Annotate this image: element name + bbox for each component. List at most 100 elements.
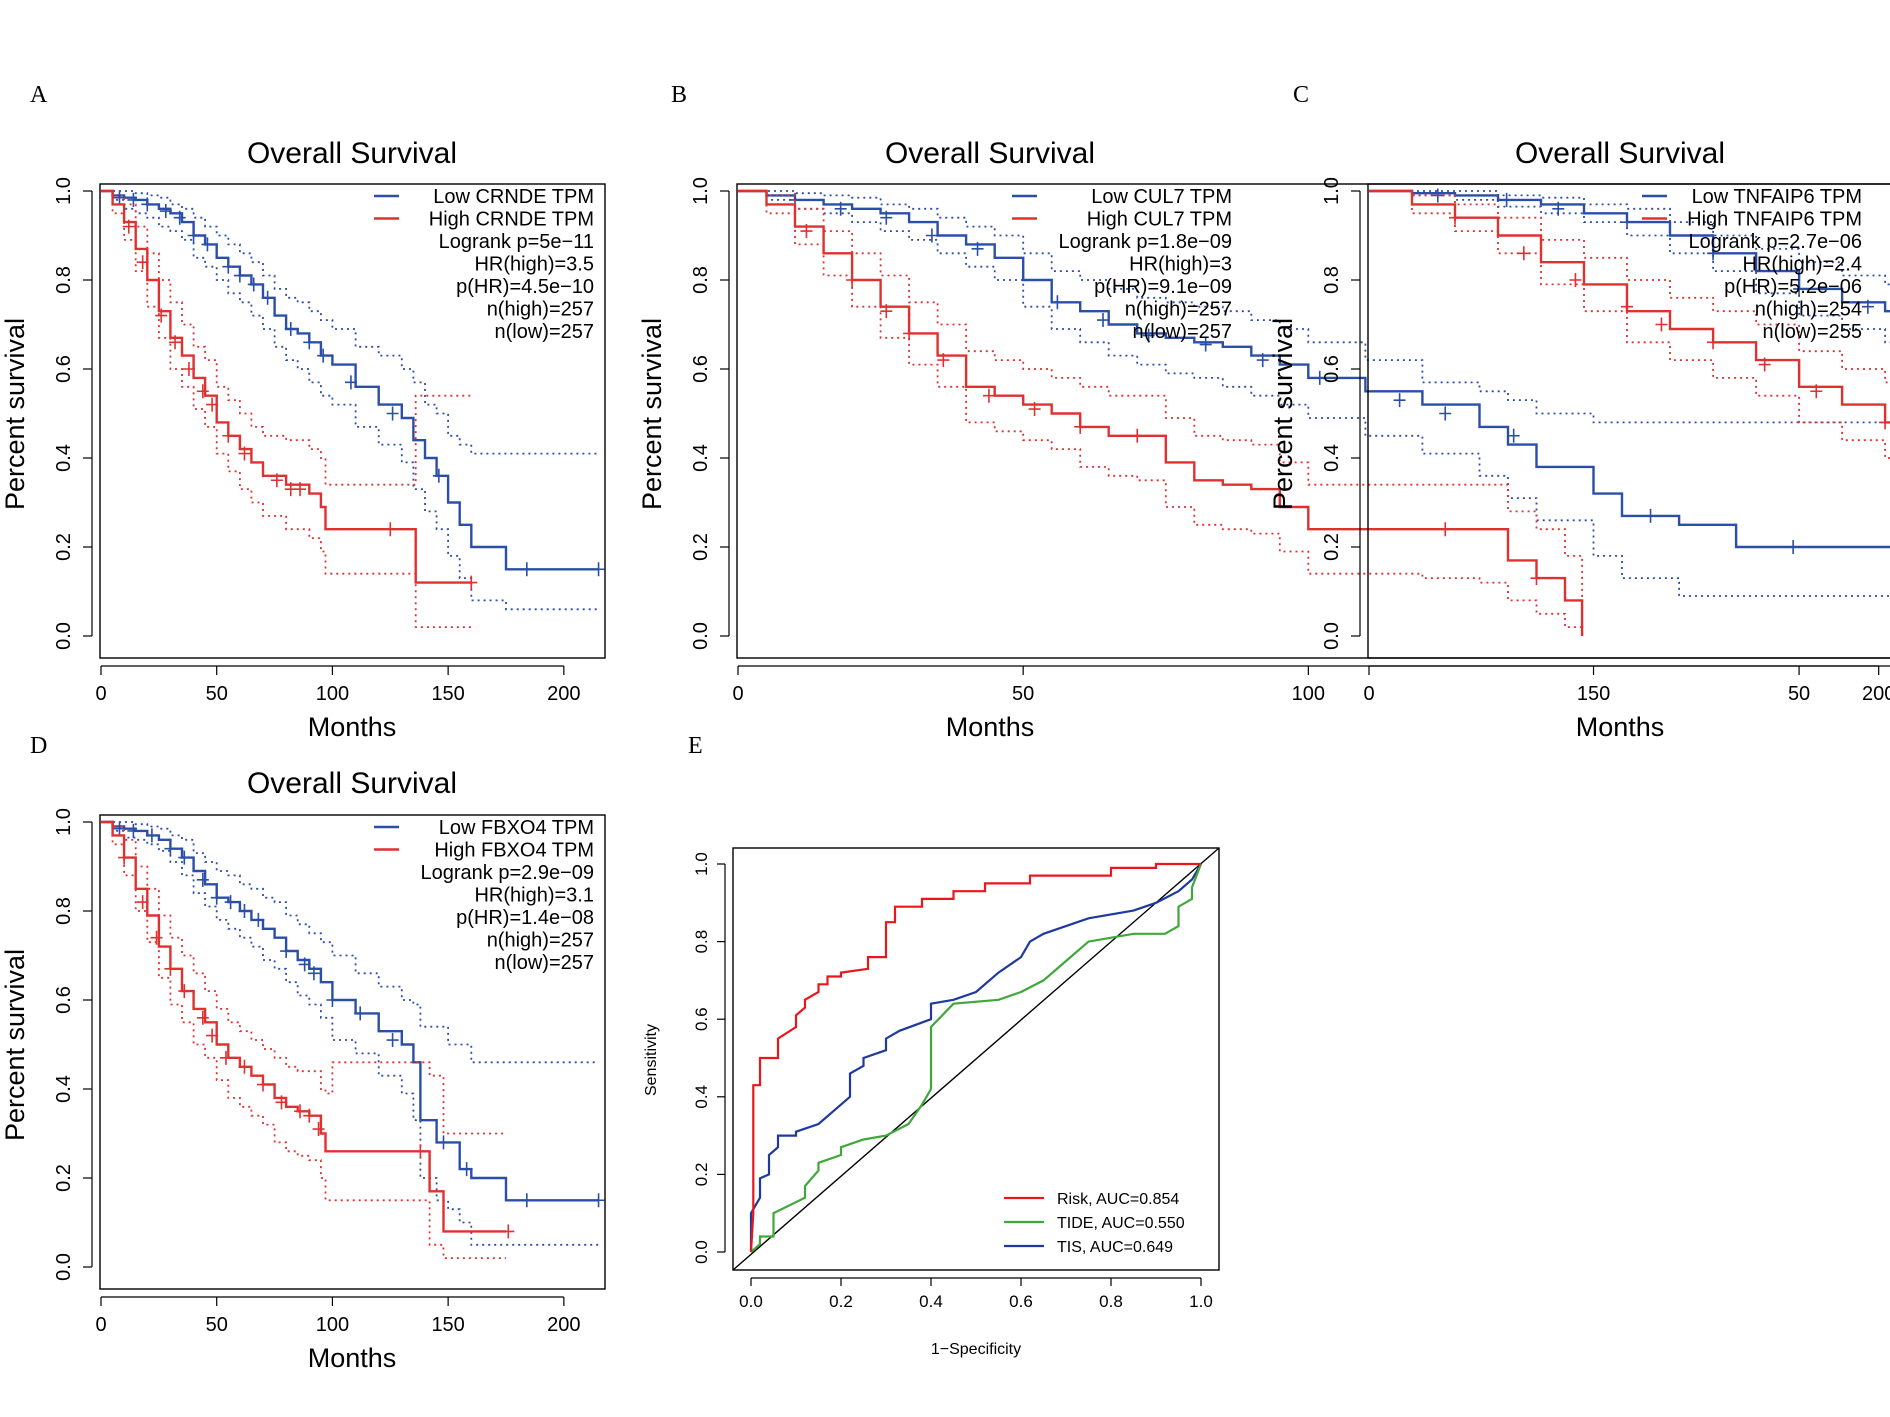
reference-diagonal [732, 847, 1220, 1271]
censor-mark [903, 326, 916, 341]
censor-mark [1097, 313, 1110, 328]
censor-mark [136, 895, 149, 910]
censor-mark [1787, 540, 1800, 554]
plot-frame [732, 847, 1220, 1271]
censor-mark [460, 1162, 473, 1177]
ci-lower-line [738, 190, 1583, 636]
legend-entry: Low CUL7 TPM [1091, 186, 1232, 208]
y-tick-label: 0.2 [53, 1164, 75, 1192]
legend-entry: Low TNFAIP6 TPM [1692, 186, 1862, 208]
y-tick-label: 0.6 [1321, 355, 1343, 383]
censor-mark [141, 197, 154, 212]
x-tick-label: 0.4 [919, 1292, 943, 1311]
y-tick-label: 0.2 [690, 533, 712, 561]
series-high [101, 820, 515, 1259]
y-tick-label: 1.0 [53, 808, 75, 836]
censor-mark [1256, 353, 1269, 368]
censor-mark [800, 224, 813, 239]
legend-entry: High CRNDE TPM [429, 209, 594, 231]
y-tick-label: 0.8 [53, 897, 75, 925]
y-tick-label: 1.0 [1321, 177, 1343, 205]
censor-mark [1810, 384, 1823, 399]
x-tick-label: 150 [431, 1314, 464, 1336]
legend-entry: Risk, AUC=0.854 [1057, 1191, 1179, 1208]
censor-mark [1644, 508, 1657, 523]
roc-curve-risk [749, 862, 1201, 1253]
y-tick-label: 0.4 [1321, 444, 1343, 472]
censor-mark [326, 993, 339, 1007]
x-tick-label: 1.0 [1189, 1292, 1213, 1311]
chart-title: Overall Survival [1515, 137, 1725, 170]
y-tick-label: 0.6 [53, 355, 75, 383]
censor-mark [354, 1006, 367, 1021]
legend-entry: n(high)=257 [487, 299, 594, 321]
legend-entry: High CUL7 TPM [1087, 209, 1232, 231]
x-tick-label: 150 [431, 683, 464, 705]
censor-mark [1449, 210, 1462, 225]
censor-mark [196, 384, 209, 399]
legend-entry: HR(high)=3.1 [474, 885, 594, 907]
chart-title: Overall Survival [885, 137, 1095, 170]
censor-mark [275, 1095, 288, 1110]
y-tick-label: 0.0 [1321, 622, 1343, 650]
chart-title: Overall Survival [247, 767, 457, 800]
series-low [1369, 188, 1890, 344]
censor-mark [159, 204, 172, 219]
censor-mark [303, 335, 316, 350]
censor-mark [178, 984, 191, 999]
y-tick-label: 0.0 [53, 622, 75, 650]
censor-mark [145, 828, 158, 843]
censor-mark [592, 562, 605, 577]
legend-entry: TIDE, AUC=0.550 [1057, 1215, 1185, 1232]
y-tick-label: 0.6 [690, 355, 712, 383]
survival-line [738, 189, 1890, 549]
x-axis-label: Months [308, 712, 397, 742]
censor-mark [122, 219, 135, 234]
censor-mark [294, 482, 307, 497]
censor-mark [1530, 571, 1543, 586]
censor-mark [520, 562, 533, 577]
y-axis-label: Percent survival [637, 318, 667, 510]
censor-mark [1707, 335, 1720, 350]
x-tick-label: 50 [206, 683, 228, 705]
legend-entry: TIS, AUC=0.649 [1057, 1239, 1173, 1256]
x-axis-label: Months [308, 1343, 397, 1373]
roc-panel-e: E 0.0 0.2 0.4 0.6 0.8 1.0 1−Specificity 0.0 0.2 0.… [643, 733, 1220, 1358]
censor-mark [238, 1059, 251, 1074]
survival-line [1369, 189, 1890, 313]
censor-mark [520, 1193, 533, 1208]
censor-mark [971, 241, 984, 256]
censor-mark [1517, 246, 1530, 261]
plot-frame [1367, 183, 1890, 659]
series-low [738, 189, 1890, 597]
km-panel-b: B Overall Survival 0 50 100 150 200 Months 0.0 0.… [637, 82, 1890, 742]
censor-mark [206, 397, 219, 412]
legend-entry: n(low)=257 [494, 952, 594, 974]
censor-mark [386, 1033, 399, 1048]
censor-mark [937, 353, 950, 368]
censor-mark [1861, 299, 1874, 314]
legend-entry: n(high)=254 [1755, 299, 1862, 321]
censor-mark [169, 335, 182, 350]
legend-entry: HR(high)=3 [1129, 254, 1232, 276]
censor-mark [982, 388, 995, 403]
censor-mark [1313, 370, 1326, 385]
censor-mark [312, 1122, 325, 1137]
legend-entry: n(low)=255 [1762, 321, 1862, 343]
censor-mark [256, 1077, 269, 1092]
censor-mark [1621, 215, 1634, 230]
censor-mark [127, 823, 140, 838]
series-low [101, 820, 605, 1246]
panel-letter: C [1293, 82, 1309, 108]
y-tick-label: 0.6 [692, 1007, 711, 1031]
censor-mark [284, 321, 297, 336]
censor-mark [1500, 192, 1513, 207]
censor-mark [247, 277, 260, 292]
y-tick-label: 1.0 [690, 177, 712, 205]
x-tick-label: 200 [547, 1314, 580, 1336]
legend-entry: High TNFAIP6 TPM [1687, 209, 1862, 231]
y-axis-label: Sensitivity [643, 1024, 660, 1096]
legend-entry: High FBXO4 TPM [434, 840, 594, 862]
